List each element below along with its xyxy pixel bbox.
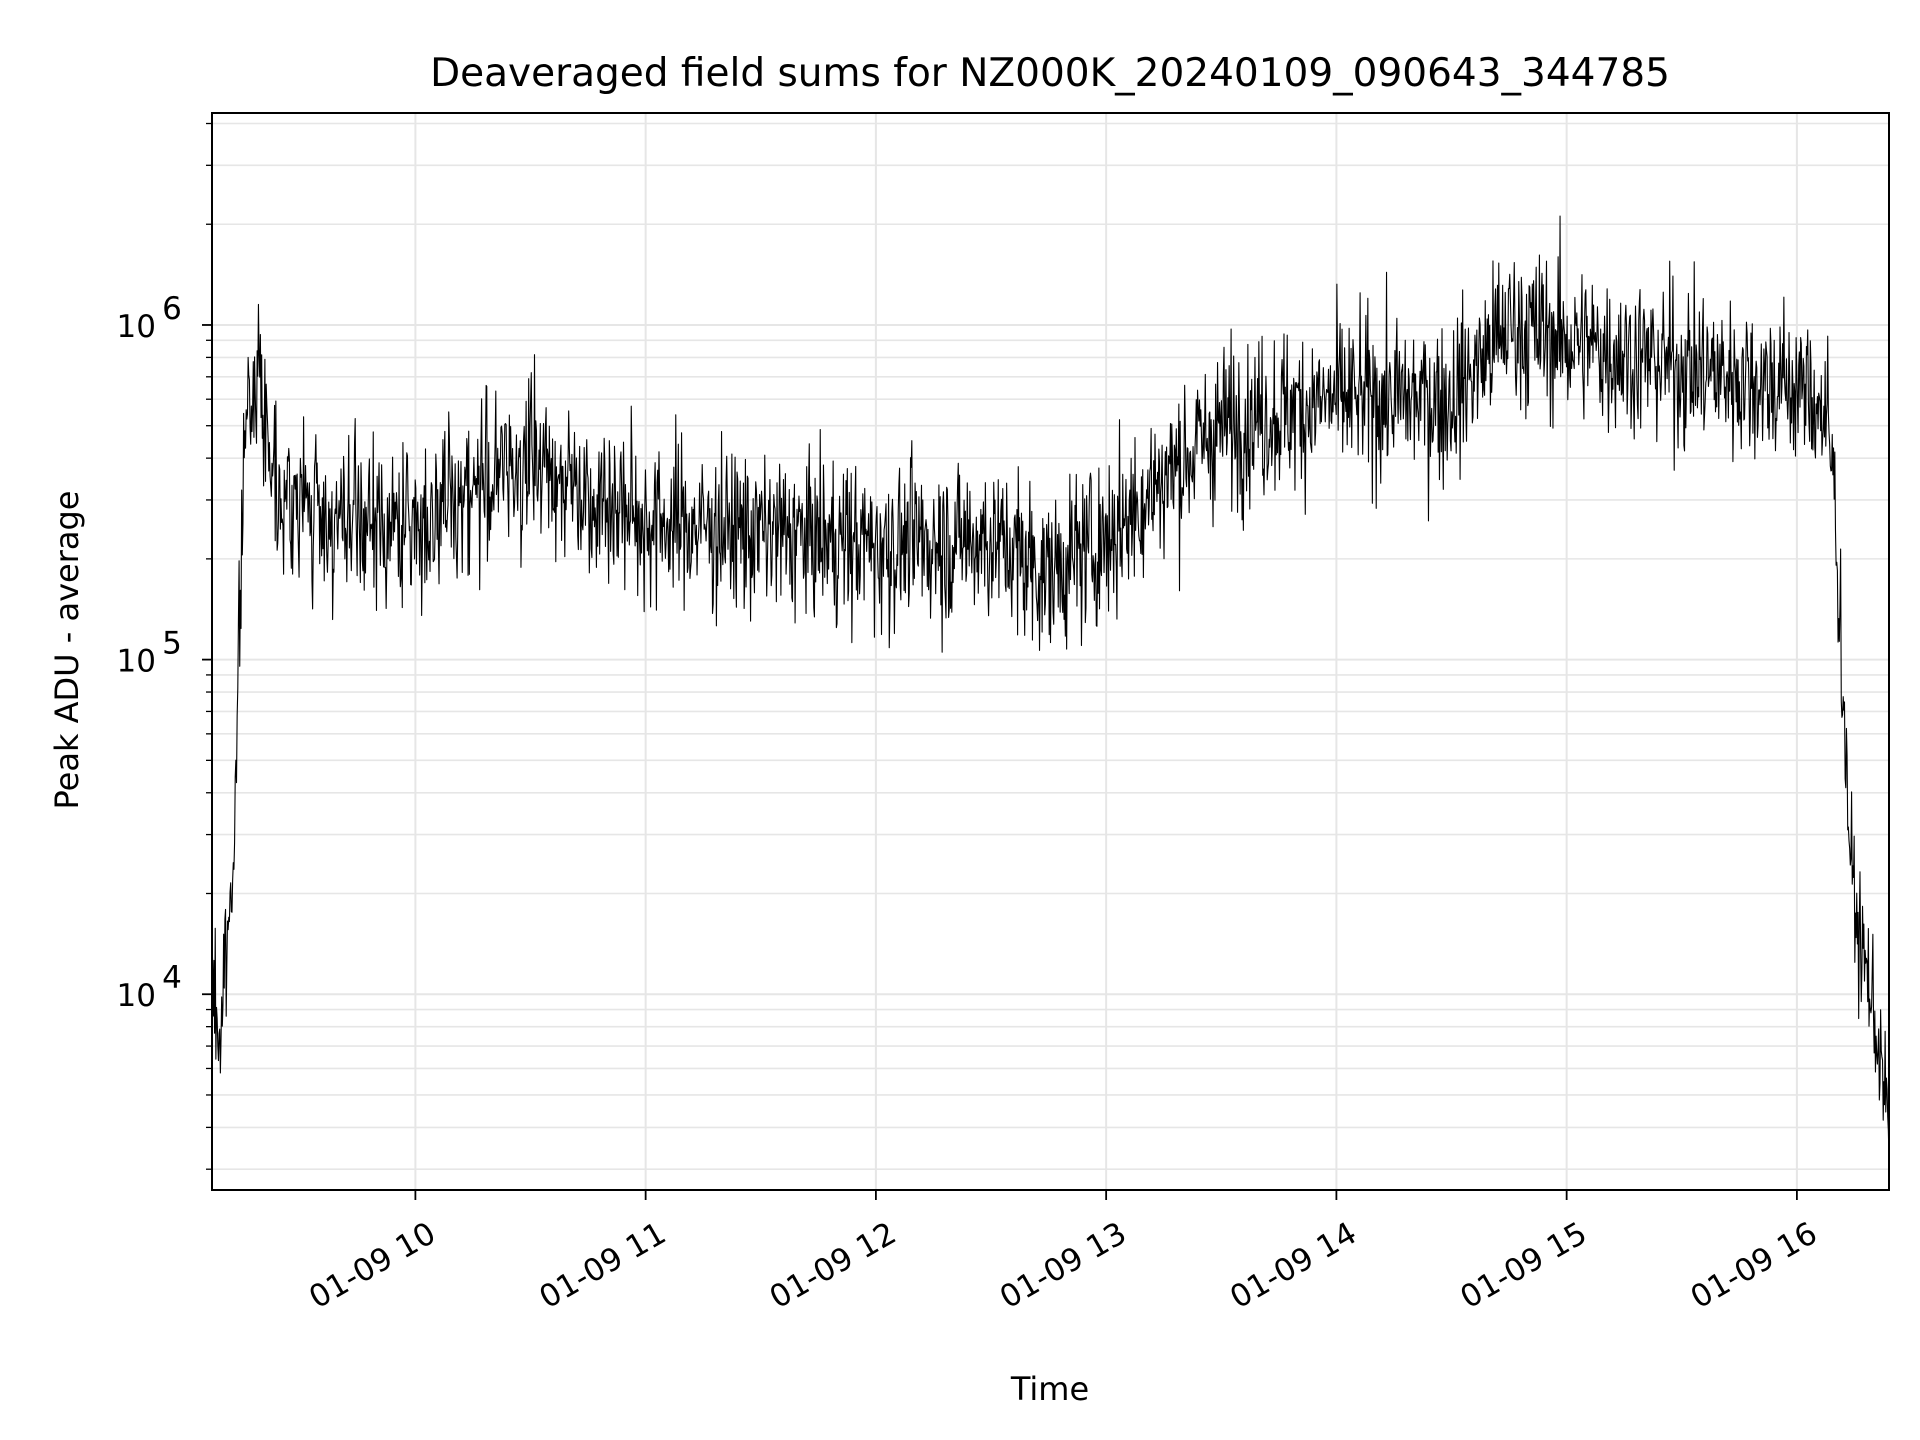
series-line xyxy=(211,215,1890,1161)
y-tick-label-base: 10 xyxy=(117,309,156,345)
plot-area xyxy=(211,215,1890,1161)
y-tick-label: 10 xyxy=(117,309,156,345)
chart-title: Deaveraged field sums for NZ000K_2024010… xyxy=(430,51,1670,96)
y-tick-label-base: 10 xyxy=(117,644,156,680)
axes-frame xyxy=(211,112,1890,1191)
y-tick-label-base: 10 xyxy=(117,978,156,1014)
y-tick-label-exponent: 4 xyxy=(162,960,182,996)
y-tick-label-exponent: 5 xyxy=(162,626,182,662)
x-axis-label: Time xyxy=(1010,1370,1089,1408)
y-tick-label: 10 xyxy=(117,644,156,680)
y-tick-label-exponent: 6 xyxy=(162,291,182,327)
y-axis-label: Peak ADU - average xyxy=(48,491,86,810)
y-tick-label: 10 xyxy=(117,978,156,1014)
